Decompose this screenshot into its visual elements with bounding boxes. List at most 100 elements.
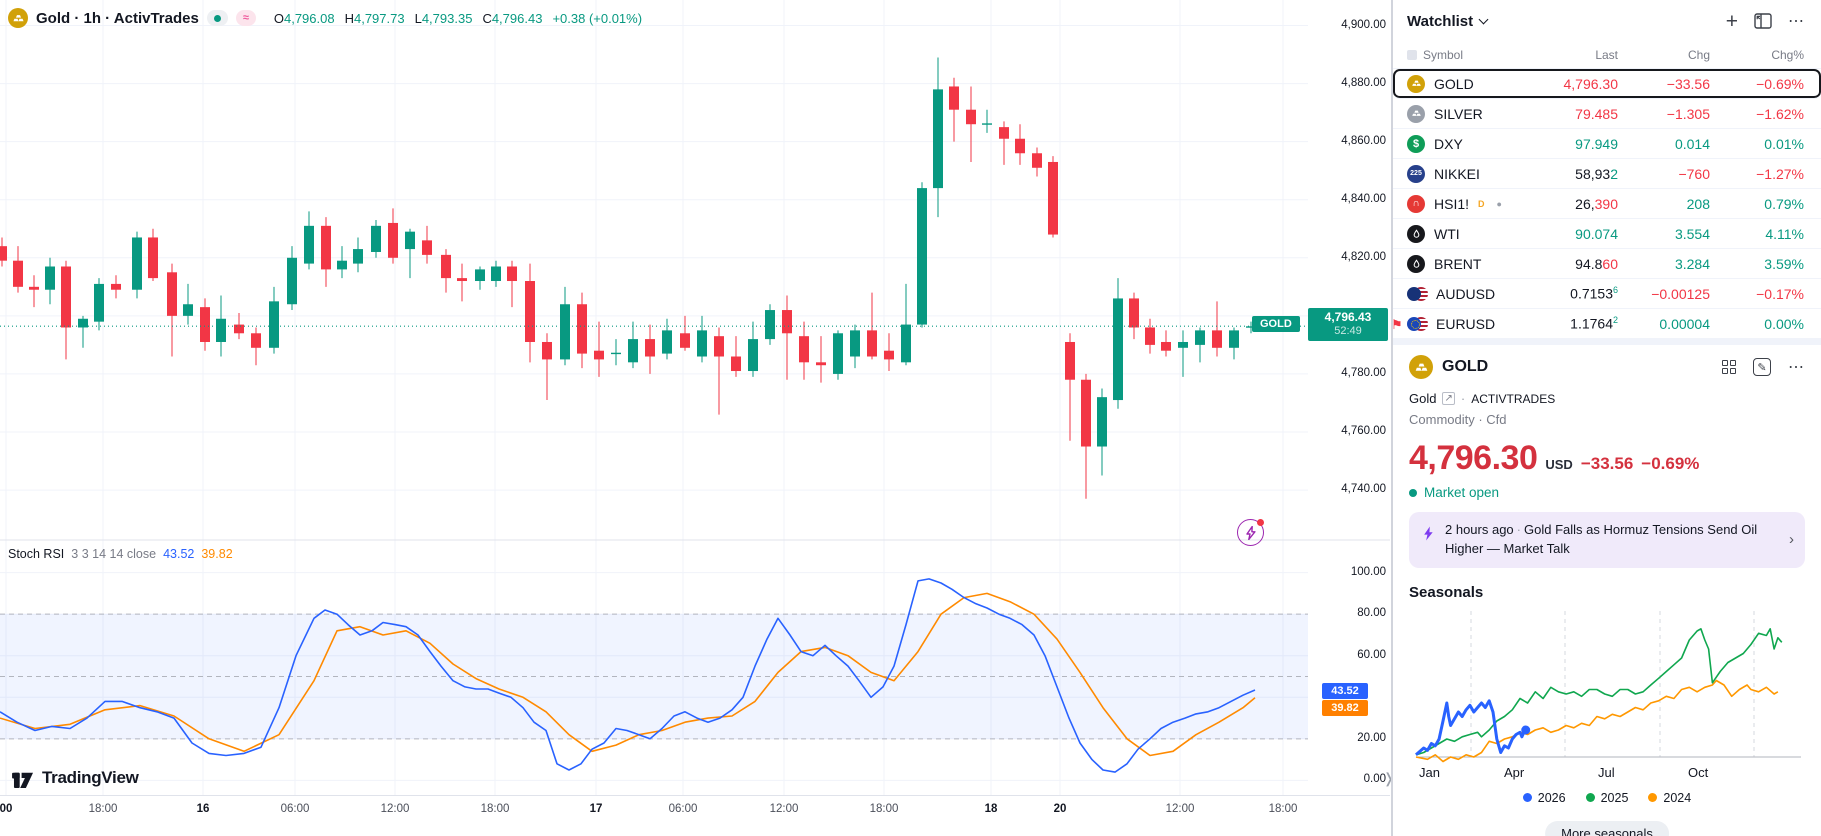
market-status: Market open <box>1424 485 1500 500</box>
change-value: +0.38 (+0.01%) <box>552 10 643 26</box>
watchlist-layout-icon[interactable] <box>1754 13 1772 29</box>
panel-collapse-handle[interactable]: ❭ <box>1383 770 1395 786</box>
legend-dot-icon <box>1522 793 1532 803</box>
detail-symbol[interactable]: GOLD <box>1442 358 1489 375</box>
row-change: −1.305 <box>1666 105 1710 122</box>
news-card[interactable]: 2 hours ago · Gold Falls as Hormuz Tension… <box>1409 512 1805 568</box>
col-last[interactable]: Last <box>1595 48 1618 62</box>
candle-body <box>628 339 638 363</box>
candle-body <box>765 310 775 340</box>
row-last: 4,796.30 <box>1563 75 1619 92</box>
candle-body <box>799 336 809 363</box>
news-chevron-icon[interactable]: › <box>1789 530 1794 548</box>
low-value: 4,793.35 <box>421 10 473 26</box>
candle-body <box>542 341 552 360</box>
seasonals-chart[interactable]: Jan Apr Jul Oct 2026 2025 2024 More seasonals <box>1409 603 1805 836</box>
external-link-icon[interactable]: ↗ <box>1442 392 1455 405</box>
watchlist-row-wti[interactable]: WTI 90.074 3.554 4.11% <box>1393 219 1821 249</box>
watchlist-row-silver[interactable]: SILVER 79.485 −1.305 −1.62% <box>1393 99 1821 129</box>
seasonals-title: Seasonals <box>1409 583 1484 601</box>
candle-body <box>714 336 724 357</box>
row-last: 90.074 <box>1575 225 1618 242</box>
gold-icon <box>1409 355 1433 379</box>
watchlist-more-icon[interactable]: ⋯ <box>1788 13 1805 30</box>
chart-legend: Gold · 1h · ActivTrades ≈ O4,796.08 H4,7… <box>8 8 642 28</box>
candle-body <box>748 339 758 372</box>
symbol-title[interactable]: Gold · 1h · ActivTrades <box>36 9 199 27</box>
legend-item-2025[interactable]: 2025 <box>1585 791 1628 805</box>
watchlist-row-dxy[interactable]: $ DXY 97.949 0.014 0.01% <box>1393 129 1821 159</box>
col-chg[interactable]: Chg <box>1687 48 1710 62</box>
detail-grid-icon[interactable] <box>1721 359 1736 375</box>
watchlist-row-nikkei[interactable]: 225 NIKKEI 58,932 −760 −1.27% <box>1393 159 1821 189</box>
indicator-title: Stoch RSI <box>8 547 65 561</box>
candle-body <box>29 286 39 290</box>
row-change-pct: 0.79% <box>1764 195 1804 212</box>
col-chgp[interactable]: Chg% <box>1771 48 1804 62</box>
time-axis-label: 18 <box>984 803 998 815</box>
candle-body <box>94 283 104 322</box>
rsi-axis-label: 80.00 <box>1357 607 1386 620</box>
row-change-pct: −0.17% <box>1756 285 1804 302</box>
detail-edit-icon[interactable]: ✎ <box>1753 358 1771 376</box>
row-symbol: WTI <box>1434 225 1460 242</box>
col-symbol[interactable]: Symbol <box>1423 48 1464 62</box>
watchlist-title[interactable]: Watchlist <box>1407 13 1489 30</box>
candle-body <box>167 272 177 316</box>
stoch-k-line <box>0 578 1256 773</box>
news-event-icon[interactable] <box>1237 519 1264 546</box>
watchlist-row-gold[interactable]: GOLD 4,796.30 −33.56 −0.69% <box>1393 69 1821 99</box>
candle-body <box>183 304 193 316</box>
candle-body <box>45 266 55 290</box>
legend-item-2026[interactable]: 2026 <box>1522 791 1566 805</box>
detail-exchange: ACTIVTRADES <box>1471 391 1556 406</box>
row-symbol: EURUSD <box>1436 315 1496 332</box>
candle-body <box>966 109 976 125</box>
candle-body <box>457 278 467 282</box>
row-symbol: BRENT <box>1434 255 1482 272</box>
candle-body <box>388 222 398 258</box>
candle-body <box>1081 379 1091 447</box>
row-change: 0.014 <box>1674 135 1710 152</box>
watchlist-row-hsi1[interactable]: ∩ HSI1! D ● 26,390 208 0.79% <box>1393 189 1821 219</box>
row-change-pct: 0.01% <box>1764 135 1804 152</box>
detail-change-pct: −0.69% <box>1641 454 1700 473</box>
delayed-data-icon[interactable]: ≈ <box>235 10 256 26</box>
detail-more-icon[interactable]: ⋯ <box>1788 359 1805 376</box>
eur-usd-flags-icon <box>1407 315 1428 333</box>
visibility-dot-icon[interactable] <box>206 10 228 26</box>
more-seasonals-button[interactable]: More seasonals <box>1545 820 1669 836</box>
flag-marker-icon[interactable]: ⚑ <box>1391 317 1403 332</box>
chevron-down-icon <box>1478 14 1489 24</box>
seasonal-2025-line <box>1415 627 1783 756</box>
candle-body <box>507 266 517 282</box>
candle-body <box>148 237 158 279</box>
market-open-dot <box>1409 488 1417 497</box>
indicator-legend[interactable]: Stoch RSI 3 3 14 14 close 43.52 39.82 <box>8 547 233 561</box>
candle-body <box>525 281 535 342</box>
candle-body <box>884 350 894 360</box>
row-last: 58,932 <box>1575 165 1618 182</box>
legend-item-2024[interactable]: 2024 <box>1648 791 1691 805</box>
watchlist-row-audusd[interactable]: AUDUSD 0.71536 −0.00125 −0.17% <box>1393 279 1821 309</box>
row-last: 97.949 <box>1575 135 1618 152</box>
candle-body <box>1048 161 1058 235</box>
row-change-pct: −0.69% <box>1756 75 1804 92</box>
stoch-d-value: 39.82 <box>201 547 233 561</box>
row-last: 79.485 <box>1575 105 1618 122</box>
close-value: 4,796.43 <box>491 10 543 26</box>
tradingview-logo[interactable]: TradingView <box>12 768 139 788</box>
time-axis[interactable]: 00 18:00 16 06:00 12:00 18:00 17 06:00 12:00 18:0… <box>0 795 1390 836</box>
price-axis-label: 4,840.00 <box>1341 192 1386 205</box>
news-headline: Gold Falls as Hormuz Tensions Send Oil H… <box>1445 522 1758 556</box>
open-value: 4,796.08 <box>283 10 335 26</box>
candle-body <box>353 249 363 264</box>
add-symbol-icon[interactable]: + <box>1725 9 1738 33</box>
watchlist-row-brent[interactable]: BRENT 94.860 3.284 3.59% <box>1393 249 1821 279</box>
price-axis-label: 4,760.00 <box>1341 425 1386 437</box>
candle-body <box>251 333 261 348</box>
seasonals-legend: 2026 2025 2024 <box>1409 791 1805 805</box>
detail-name[interactable]: Gold <box>1409 391 1437 406</box>
price-chart-canvas[interactable] <box>0 0 1390 795</box>
watchlist-row-eurusd[interactable]: ⚑ EURUSD 1.17642 0.00004 0.00% <box>1391 309 1821 339</box>
